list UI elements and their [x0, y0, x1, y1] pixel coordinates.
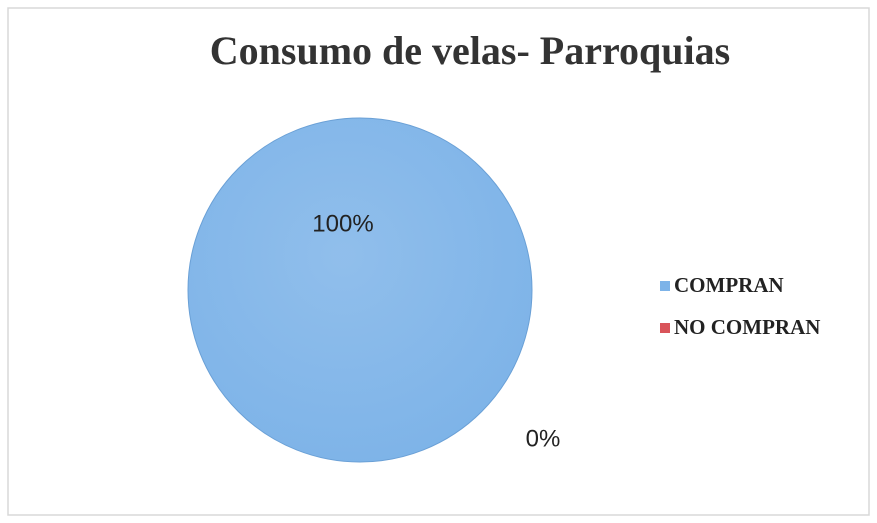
- legend-swatch: [660, 323, 670, 333]
- data-label: 100%: [312, 210, 373, 237]
- pie-slice: [187, 117, 533, 463]
- legend-label: NO COMPRAN: [674, 315, 820, 339]
- chart-title: Consumo de velas- Parroquias: [210, 28, 730, 73]
- legend-label: COMPRAN: [674, 273, 784, 297]
- data-label: 0%: [526, 425, 561, 452]
- legend-swatch: [660, 281, 670, 291]
